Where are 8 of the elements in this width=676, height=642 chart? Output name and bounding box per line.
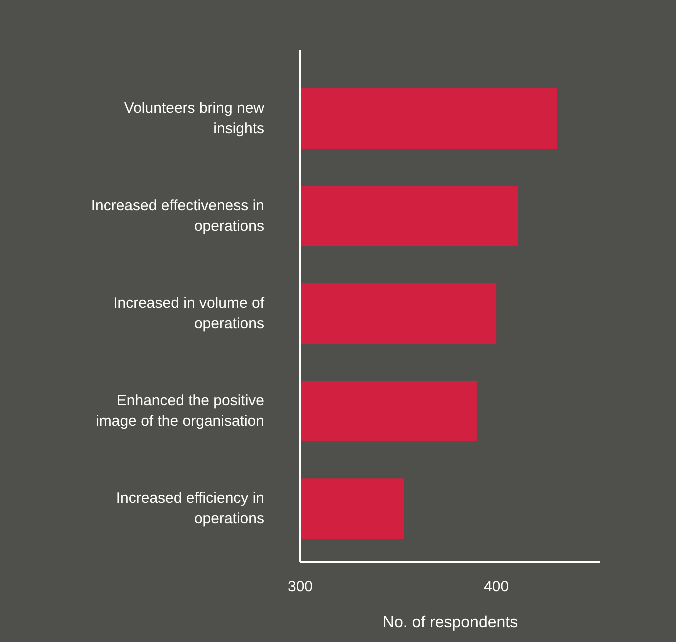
- y-tick-label: Enhanced the positive image of the organisation: [96, 392, 265, 430]
- x-axis-title: No. of respondents: [382, 614, 518, 632]
- x-tick-label: 300: [288, 578, 314, 596]
- x-tick-label: 400: [484, 578, 510, 596]
- y-tick-label: Increased in volume of operations: [114, 295, 266, 333]
- y-tick-label: Increased efficiency in operations: [116, 490, 265, 528]
- y-tick-label: Volunteers bring new insights: [124, 100, 265, 138]
- y-tick-label: Increased effectiveness in operations: [91, 198, 265, 235]
